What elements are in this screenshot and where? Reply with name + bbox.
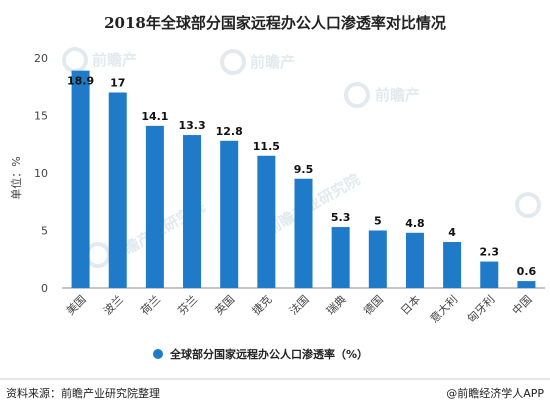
x-tick-label: 法国 <box>286 292 311 317</box>
data-label: 4.8 <box>405 217 425 230</box>
y-tick-label: 5 <box>41 225 48 238</box>
x-tick-label: 瑞典 <box>323 292 348 317</box>
data-labels: 18.9 17 14.1 13.3 12.8 11.5 9.5 5.3 5 4.8 4 2.3 0.6 <box>67 75 536 278</box>
x-tick-label: 中国 <box>510 293 535 318</box>
x-axis: 美国 波兰 荷兰 芬兰 英国 捷克 法国 瑞典 德国 日本 意大利 匈牙利 中国 <box>64 292 535 325</box>
x-tick-label: 芬兰 <box>175 293 200 318</box>
x-tick-label: 美国 <box>64 293 89 318</box>
footer-brand: @前瞻经济学人APP <box>446 386 544 400</box>
data-label: 9.5 <box>294 163 314 176</box>
watermark-text: 前瞻产 <box>250 53 295 71</box>
x-tick-label: 英国 <box>212 292 237 317</box>
data-label: 4 <box>448 226 456 239</box>
x-tick-label: 匈牙利 <box>464 292 497 325</box>
y-axis-label: 单位：% <box>9 156 23 199</box>
watermark-text: 前瞻产 <box>375 86 420 104</box>
x-tick-label: 捷克 <box>249 292 274 317</box>
data-label: 2.3 <box>480 246 500 259</box>
bar <box>517 281 536 288</box>
bar <box>368 230 387 288</box>
legend-label: 全球部分国家远程办公人口渗透率（%） <box>169 347 368 361</box>
bar <box>145 125 164 288</box>
data-label: 18.9 <box>67 75 94 88</box>
chart-title: 2018年全球部分国家远程办公人口渗透率对比情况 <box>104 14 446 32</box>
bar <box>405 232 424 288</box>
data-label: 12.8 <box>216 125 243 138</box>
legend-marker <box>153 349 163 359</box>
bar <box>71 70 90 289</box>
data-label: 11.5 <box>253 140 280 153</box>
y-tick-label: 10 <box>34 167 48 180</box>
bar <box>331 227 350 288</box>
x-tick-label: 波兰 <box>101 293 126 318</box>
bar <box>183 135 202 288</box>
data-label: 5 <box>374 215 382 228</box>
bar <box>257 155 276 288</box>
x-tick-label: 德国 <box>360 292 385 317</box>
data-label: 17 <box>110 77 125 90</box>
x-tick-label: 意大利 <box>427 292 460 325</box>
y-tick-label: 20 <box>34 52 48 65</box>
data-label: 13.3 <box>178 119 205 132</box>
data-label: 14.1 <box>141 110 168 123</box>
bar <box>294 178 313 288</box>
legend: 全球部分国家远程办公人口渗透率（%） <box>153 347 368 361</box>
y-axis: 0 5 10 15 20 <box>34 52 48 295</box>
bar <box>220 140 239 288</box>
footer-source: 资料来源：前瞻产业研究院整理 <box>6 386 160 400</box>
x-tick-label: 荷兰 <box>138 293 163 318</box>
bar-series <box>71 70 536 289</box>
bar <box>108 92 127 288</box>
data-label: 5.3 <box>331 211 351 224</box>
y-tick-label: 0 <box>41 282 48 295</box>
y-tick-label: 15 <box>34 110 48 123</box>
bar <box>443 242 462 288</box>
x-tick-label: 日本 <box>398 292 423 317</box>
data-label: 0.6 <box>517 265 537 278</box>
watermark-text: 前瞻产 <box>92 51 137 69</box>
bar <box>480 261 499 288</box>
